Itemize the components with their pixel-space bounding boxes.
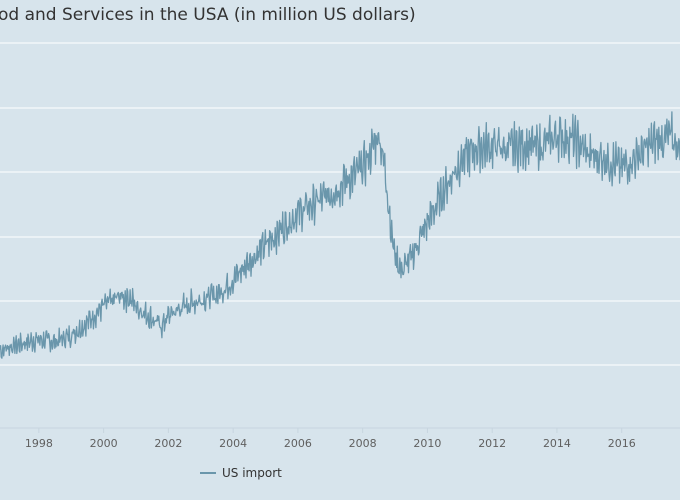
grid-layer	[0, 42, 680, 366]
data-point-us-import[interactable]	[370, 147, 374, 151]
data-point-us-import[interactable]	[5, 346, 9, 350]
data-point-us-import[interactable]	[409, 256, 413, 260]
data-point-us-import[interactable]	[166, 314, 170, 318]
data-point-us-import[interactable]	[555, 134, 559, 138]
data-point-us-import[interactable]	[425, 221, 429, 225]
data-point-us-import[interactable]	[458, 160, 462, 164]
data-point-us-import[interactable]	[150, 317, 154, 321]
data-point-us-import[interactable]	[69, 333, 73, 337]
data-point-us-import[interactable]	[636, 153, 640, 157]
data-point-us-import[interactable]	[128, 296, 132, 300]
data-point-us-import[interactable]	[523, 142, 527, 146]
data-point-us-import[interactable]	[37, 337, 41, 341]
data-point-us-import[interactable]	[390, 234, 394, 238]
data-point-us-import[interactable]	[383, 169, 387, 173]
series-layer	[0, 111, 680, 359]
data-point-us-import[interactable]	[361, 166, 365, 170]
data-point-us-import[interactable]	[199, 298, 203, 302]
data-point-us-import[interactable]	[118, 295, 122, 299]
data-point-us-import[interactable]	[571, 137, 575, 141]
data-point-us-import[interactable]	[85, 320, 89, 324]
x-tick-label-2002: 2002	[154, 437, 182, 450]
data-point-us-import[interactable]	[377, 131, 381, 135]
x-tick-label-2014: 2014	[543, 437, 571, 450]
data-point-us-import[interactable]	[102, 304, 106, 308]
data-point-us-import[interactable]	[506, 147, 510, 151]
x-tick-label-2008: 2008	[349, 437, 377, 450]
data-point-us-import[interactable]	[328, 192, 332, 196]
x-tick-label-2000: 2000	[90, 437, 118, 450]
series-line-us-import[interactable]	[0, 111, 680, 359]
data-point-us-import[interactable]	[393, 253, 397, 257]
data-point-us-import[interactable]	[442, 189, 446, 193]
data-point-us-import[interactable]	[400, 269, 404, 273]
data-point-us-import[interactable]	[183, 304, 187, 308]
data-point-us-import[interactable]	[668, 134, 672, 138]
data-point-us-import[interactable]	[490, 144, 494, 148]
chart-title: od and Services in the USA (in million U…	[0, 5, 416, 25]
x-tick-label-2006: 2006	[284, 437, 312, 450]
data-point-us-import[interactable]	[474, 147, 478, 151]
data-point-us-import[interactable]	[280, 227, 284, 231]
data-point-us-import[interactable]	[652, 141, 656, 145]
data-point-us-import[interactable]	[312, 201, 316, 205]
x-tick-label-1998: 1998	[25, 437, 53, 450]
data-point-us-import[interactable]	[160, 325, 164, 329]
x-tick-label-2004: 2004	[219, 437, 247, 450]
data-point-us-import[interactable]	[134, 304, 138, 308]
x-axis: 1998 2000 2002 2004 2006 2008 2010 2012 2014 2016	[0, 427, 680, 450]
data-point-us-import[interactable]	[539, 145, 543, 149]
legend-label-us-import: US import	[222, 466, 282, 480]
data-point-us-import[interactable]	[21, 341, 25, 345]
data-point-us-import[interactable]	[604, 157, 608, 161]
legend[interactable]: US import	[200, 466, 282, 480]
data-point-us-import[interactable]	[53, 340, 57, 344]
data-point-us-import[interactable]	[296, 211, 300, 215]
data-point-us-import[interactable]	[215, 293, 219, 297]
x-tick-label-2016: 2016	[608, 437, 636, 450]
data-point-us-import[interactable]	[231, 278, 235, 282]
data-point-us-import[interactable]	[264, 243, 268, 247]
data-point-us-import[interactable]	[247, 259, 251, 263]
legend-swatch-us-import	[200, 472, 216, 474]
data-point-us-import[interactable]	[587, 153, 591, 157]
x-tick-label-2010: 2010	[413, 437, 441, 450]
data-point-us-import[interactable]	[345, 179, 349, 183]
data-point-us-import[interactable]	[620, 166, 624, 170]
x-tick-label-2012: 2012	[478, 437, 506, 450]
